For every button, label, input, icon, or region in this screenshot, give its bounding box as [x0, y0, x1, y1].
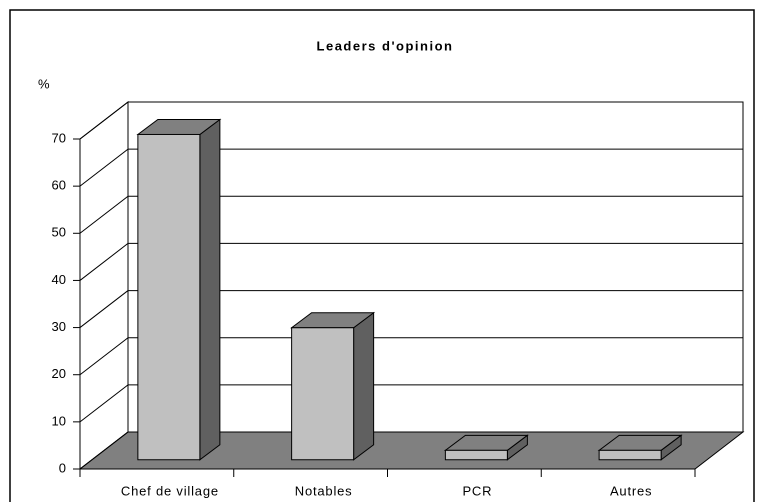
side-wall — [79, 100, 129, 471]
x-tick-label: PCR — [462, 483, 492, 498]
x-tick-label: Notables — [295, 483, 353, 498]
grid-line-side — [79, 148, 129, 187]
y-tick-label: 30 — [52, 319, 66, 334]
grid-line-side — [79, 101, 129, 140]
back-wall — [127, 101, 744, 433]
grid-line-side — [79, 337, 129, 376]
y-tick-label: 0 — [59, 460, 66, 475]
grid-line-side — [79, 243, 129, 281]
grid-line-side — [79, 195, 129, 234]
bar-side — [199, 118, 221, 461]
bar-side — [353, 311, 375, 461]
y-tick-label: 50 — [52, 225, 66, 240]
y-tick-label: 40 — [52, 272, 66, 287]
x-tick-label: Chef de village — [121, 483, 219, 498]
bar — [291, 327, 355, 461]
chart-title: Leaders d'opinion — [317, 38, 454, 53]
y-tick-label: 70 — [52, 130, 66, 145]
grid-line-side — [79, 431, 129, 470]
y-axis-label: % — [38, 76, 50, 91]
bar — [598, 449, 662, 461]
bar — [137, 133, 201, 461]
grid-line-side — [79, 384, 129, 423]
x-tick-label: Autres — [610, 483, 652, 498]
y-tick-label: 60 — [52, 178, 66, 193]
y-tick-label: 10 — [52, 413, 66, 428]
y-tick-label: 20 — [52, 366, 66, 381]
bar — [444, 449, 508, 461]
grid-line-side — [79, 290, 129, 328]
